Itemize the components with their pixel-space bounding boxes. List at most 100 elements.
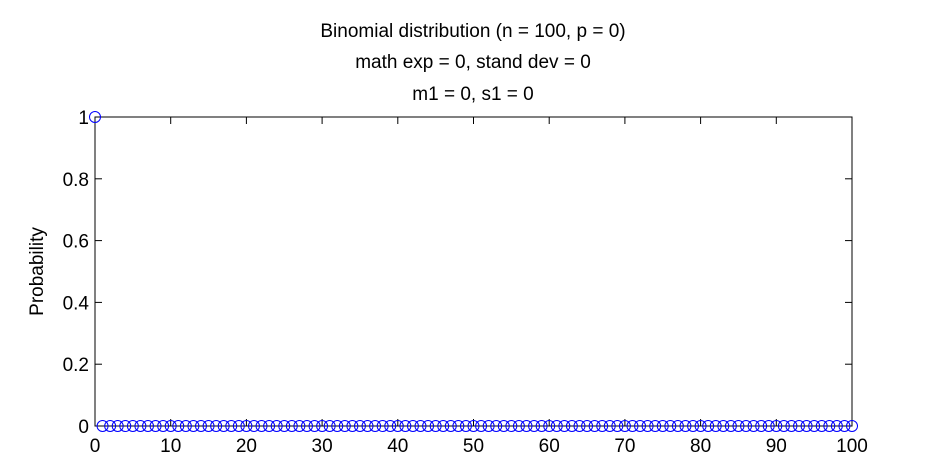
data-point [316,420,329,432]
data-point [785,420,798,432]
data-point [232,420,245,432]
data-point [202,420,215,432]
data-point [490,420,503,432]
data-point [157,420,170,432]
data-point [664,420,677,432]
data-point [331,420,344,432]
data-point [338,420,351,432]
data-point [414,420,427,432]
data-point [528,420,541,432]
data-point [361,420,374,432]
data-point [346,420,359,432]
title-line-1: Binomial distribution (n = 100, p = 0) [320,21,625,42]
x-tick-labels: 0 10 20 30 40 50 60 70 80 90 100 [90,436,868,457]
data-point [497,420,510,432]
data-point [770,420,783,432]
x-tick-label: 30 [312,436,333,457]
data-point [671,420,684,432]
y-tick-label: 0.2 [63,355,89,376]
y-tick-label: 0.4 [63,293,90,314]
data-point [391,420,404,432]
chart-title: Binomial distribution (n = 100, p = 0) m… [320,21,625,105]
data-point [732,420,745,432]
data-point [823,420,836,432]
data-point [611,420,624,432]
data-point [717,420,730,432]
data-point [134,420,147,432]
data-point [694,420,707,432]
data-point [808,420,821,432]
data-point [573,420,586,432]
x-tick-label: 20 [236,436,257,457]
data-point [308,420,321,432]
data-point [512,420,525,432]
x-tick-label: 70 [614,436,635,457]
data-point [285,420,298,432]
data-point [543,420,556,432]
data-point [369,420,382,432]
data-point [96,420,109,432]
data-point [437,420,450,432]
data-point [702,420,715,432]
data-point [353,420,366,432]
data-point [406,420,419,432]
data-point [194,420,207,432]
data-point [240,420,253,432]
data-point [740,420,753,432]
x-tick-label: 90 [766,436,787,457]
x-tick-label: 10 [160,436,181,457]
data-point [475,420,488,432]
data-point [164,420,177,432]
data-point [656,420,669,432]
data-point [709,420,722,432]
x-tick-label: 0 [90,436,101,457]
data-point [558,420,571,432]
x-tick-label: 100 [836,436,868,457]
data-point [141,420,154,432]
y-tick-label: 0 [78,417,89,438]
data-point [747,420,760,432]
data-point [399,420,412,432]
data-point [596,420,609,432]
data-point [429,420,442,432]
data-point [452,420,465,432]
data-point [800,420,813,432]
data-point [376,420,389,432]
data-point [104,420,117,432]
y-tick-label: 0.8 [63,170,89,191]
x-tick-label: 40 [387,436,408,457]
data-point [172,420,185,432]
data-point [815,420,828,432]
data-point [293,420,306,432]
y-axis-label: Probability [27,227,48,316]
data-point [846,420,858,432]
data-point [89,111,101,123]
data-point [634,420,647,432]
data-point [588,420,601,432]
data-point [111,420,124,432]
data-point [550,420,563,432]
y-tick-label: 1 [78,108,89,129]
data-point [278,420,291,432]
data-point [187,420,200,432]
data-point [762,420,775,432]
data-points [89,111,858,432]
title-line-3: m1 = 0, s1 = 0 [412,84,533,105]
data-point [793,420,806,432]
data-point [247,420,260,432]
data-point [724,420,737,432]
y-tick-label: 0.6 [63,232,89,253]
data-point [126,420,139,432]
data-point [217,420,230,432]
data-point [641,420,654,432]
y-tick-labels: 0 0.2 0.4 0.6 0.8 1 [63,108,90,438]
data-point [384,420,397,432]
data-point [323,420,336,432]
x-tick-label: 60 [539,436,560,457]
title-line-2: math exp = 0, stand dev = 0 [355,52,591,73]
data-point [255,420,268,432]
data-point [263,420,276,432]
data-point [626,420,639,432]
data-point [581,420,594,432]
